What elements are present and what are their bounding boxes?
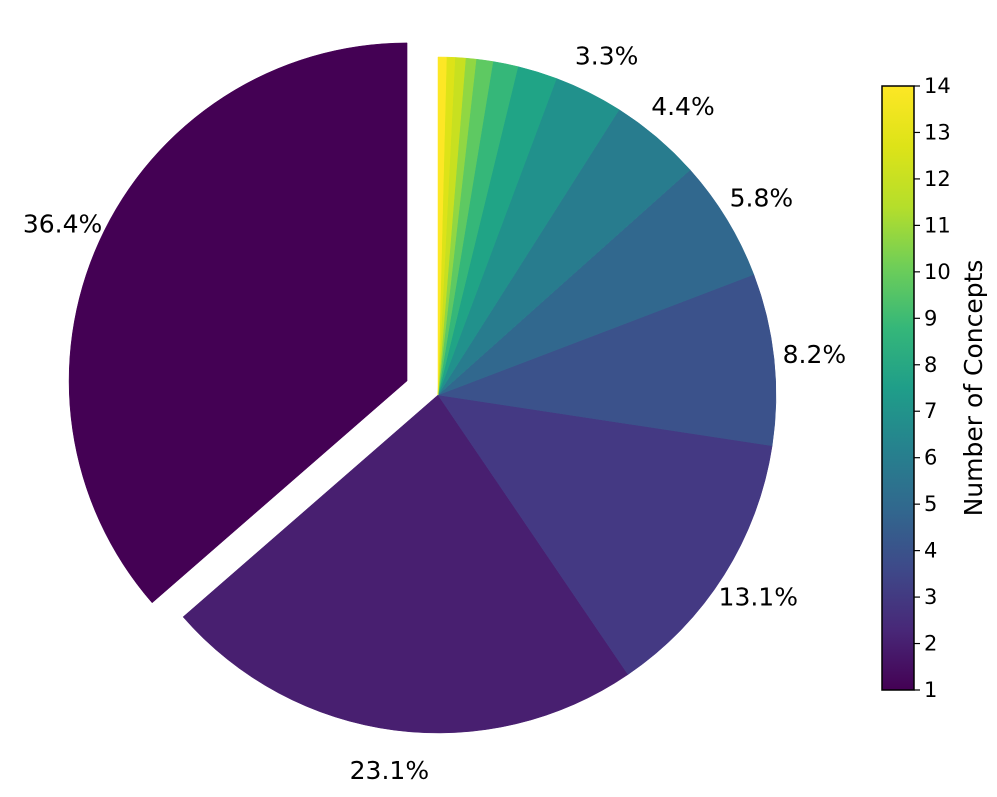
colorbar-tick-label-1: 1 — [924, 678, 937, 702]
pie-slice-5 — [437, 169, 755, 396]
pie-slice-2 — [182, 394, 629, 734]
colorbar-tick-label-4: 4 — [924, 539, 937, 563]
colorbar-tick-label-11: 11 — [924, 213, 951, 237]
pie-slice-14 — [437, 56, 447, 396]
colorbar-tick-label-9: 9 — [924, 306, 937, 330]
slice-label-6: 4.4% — [651, 92, 715, 121]
slice-label-1: 36.4% — [23, 210, 102, 239]
colorbar-tick-label-8: 8 — [924, 353, 937, 377]
slice-label-7: 3.3% — [575, 42, 639, 71]
slice-label-4: 8.2% — [783, 340, 847, 369]
colorbar-gradient — [881, 85, 915, 691]
colorbar-tick-label-2: 2 — [924, 632, 937, 656]
colorbar-label: Number of Concepts — [959, 260, 988, 517]
colorbar-tick-label-3: 3 — [924, 585, 937, 609]
colorbar-tick-label-12: 12 — [924, 167, 951, 191]
pie-slices — [68, 42, 777, 734]
pie-slice-1 — [68, 42, 408, 604]
pie-labels: 36.4% 23.1% 13.1% 8.2% 5.8% 4.4% 3.3% — [23, 42, 846, 785]
slice-label-5: 5.8% — [730, 184, 794, 213]
colorbar-tick-label-7: 7 — [924, 399, 937, 423]
pie-slice-3 — [437, 394, 773, 675]
pie-slice-4 — [437, 274, 777, 447]
colorbar-tick-label-13: 13 — [924, 120, 951, 144]
slice-label-2: 23.1% — [350, 756, 429, 785]
slice-label-3: 13.1% — [719, 582, 798, 611]
colorbar-tick-label-5: 5 — [924, 492, 937, 516]
colorbar-tick-label-6: 6 — [924, 446, 937, 470]
colorbar-tick-label-14: 14 — [924, 74, 951, 98]
colorbar-tick-label-10: 10 — [924, 260, 951, 284]
